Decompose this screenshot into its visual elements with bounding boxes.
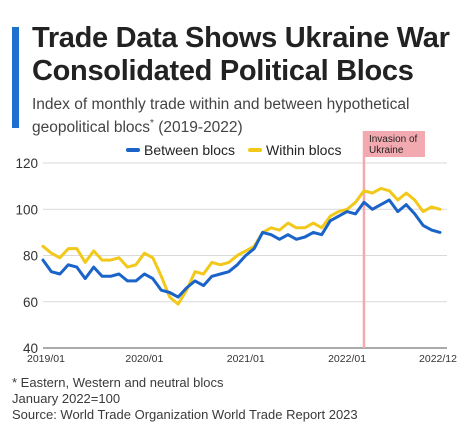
- invasion-label-line2: Ukraine: [369, 145, 404, 156]
- subtitle-footnote-marker: *: [150, 118, 154, 129]
- y-tick-label: 80: [23, 249, 38, 264]
- x-tick-label: 2021/01: [227, 353, 265, 365]
- y-tick-label: 60: [23, 295, 38, 310]
- x-tick-label: 2020/01: [125, 353, 163, 365]
- x-tick-label: 2019/01: [27, 353, 65, 365]
- title-accent-bar: [12, 27, 19, 128]
- footnotes: * Eastern, Western and neutral blocs Jan…: [12, 375, 472, 423]
- legend-label: Within blocs: [266, 142, 341, 158]
- y-tick-label: 120: [15, 156, 38, 171]
- invasion-label-line1: Invasion of: [369, 134, 418, 145]
- y-tick-label: 100: [15, 202, 38, 217]
- footnote-blocs: * Eastern, Western and neutral blocs: [12, 375, 224, 390]
- subtitle-text: Index of monthly trade within and betwee…: [32, 96, 410, 137]
- y-tick-label: 40: [23, 341, 38, 356]
- chart-subtitle: Index of monthly trade within and betwee…: [32, 95, 472, 137]
- within-blocs-line: [41, 186, 442, 306]
- invasion-label-box: [363, 131, 425, 157]
- between-blocs-line: [41, 198, 442, 299]
- source-note: Source: World Trade Organization World T…: [12, 407, 358, 422]
- subtitle-period: (2019-2022): [153, 119, 243, 137]
- footnote-base: January 2022=100: [12, 391, 121, 406]
- x-tick-label: 2022/01: [328, 353, 366, 365]
- legend-label: Between blocs: [144, 142, 235, 158]
- chart-title: Trade Data Shows Ukraine War Consolidate…: [32, 22, 450, 87]
- x-tick-label: 2022/12: [419, 353, 457, 365]
